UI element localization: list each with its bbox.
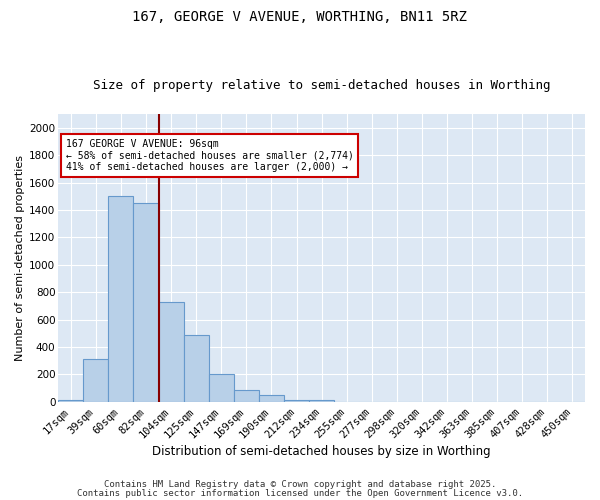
Text: Contains public sector information licensed under the Open Government Licence v3: Contains public sector information licen… (77, 488, 523, 498)
Text: Contains HM Land Registry data © Crown copyright and database right 2025.: Contains HM Land Registry data © Crown c… (104, 480, 496, 489)
Bar (133, 203, 158, 402)
Bar (158, 302, 184, 402)
Bar (234, 390, 259, 402)
Bar (259, 395, 284, 402)
Bar (209, 374, 234, 402)
Text: 167, GEORGE V AVENUE, WORTHING, BN11 5RZ: 167, GEORGE V AVENUE, WORTHING, BN11 5RZ (133, 10, 467, 24)
Bar (83, 360, 109, 402)
Bar (309, 400, 334, 402)
Bar (109, 196, 133, 402)
Text: 167 GEORGE V AVENUE: 96sqm
← 58% of semi-detached houses are smaller (2,774)
41%: 167 GEORGE V AVENUE: 96sqm ← 58% of semi… (66, 138, 353, 172)
Title: Size of property relative to semi-detached houses in Worthing: Size of property relative to semi-detach… (93, 79, 550, 92)
Bar (58, 400, 83, 402)
Y-axis label: Number of semi-detached properties: Number of semi-detached properties (15, 155, 25, 361)
Bar (184, 336, 209, 402)
X-axis label: Distribution of semi-detached houses by size in Worthing: Distribution of semi-detached houses by … (152, 444, 491, 458)
Bar (284, 400, 309, 402)
